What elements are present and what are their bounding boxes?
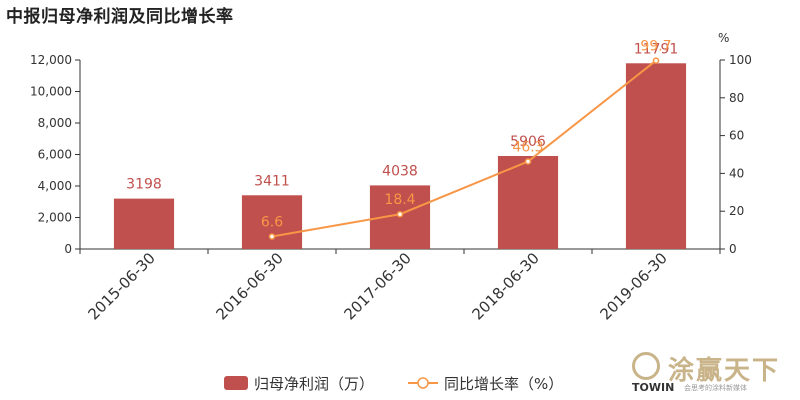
y-right-tick-label: 0: [729, 242, 737, 256]
y-left-tick-label: 10,000: [30, 85, 72, 99]
growth-data-label: 6.6: [261, 215, 283, 231]
bar: [625, 63, 687, 250]
growth-point: [396, 210, 404, 218]
bar: [241, 195, 303, 249]
growth-line: [271, 59, 657, 238]
bar-data-label: 5906: [510, 134, 546, 150]
watermark: 涂赢天下 TOWIN 会思考的涂料新媒体: [632, 350, 792, 396]
y-right-tick-label: 20: [729, 204, 744, 218]
legend-line-marker: [417, 377, 429, 389]
growth-data-label: 46.3: [512, 139, 543, 155]
x-tick-label: 2019-06-30: [596, 249, 670, 323]
watermark-sub: 会思考的涂料新媒体: [684, 384, 747, 392]
y-left-tick-label: 6,000: [38, 148, 72, 162]
bar-data-label: 3411: [254, 173, 290, 189]
bar-data-label: 11791: [634, 41, 679, 57]
y-right-tick-label: 60: [729, 129, 744, 143]
x-tick-label: 2018-06-30: [468, 249, 542, 323]
growth-point: [268, 233, 276, 240]
x-tick-label: 2017-06-30: [340, 249, 414, 323]
y-right-tick-label: 80: [729, 91, 744, 105]
watermark-en: TOWIN: [632, 381, 675, 394]
growth-data-label: 99.7: [640, 39, 671, 55]
growth-point: [524, 158, 532, 165]
y-right-tick-label: 40: [729, 166, 744, 180]
bar-data-label: 4038: [382, 163, 418, 179]
x-tick-label: 2015-06-30: [84, 249, 158, 323]
chart-title: 中报归母净利润及同比增长率: [6, 7, 234, 27]
y-right-tick-label: 100: [729, 53, 752, 67]
legend-line-label: 同比增长率（%）: [444, 375, 563, 393]
bar: [497, 155, 559, 249]
y-left-tick-label: 2,000: [38, 211, 72, 225]
legend-bar-label: 归母净利润（万）: [254, 375, 374, 393]
x-tick-label: 2016-06-30: [212, 249, 286, 323]
bar-data-label: 3198: [126, 177, 162, 193]
bar: [113, 198, 175, 249]
watermark-logo: [632, 352, 660, 380]
watermark-cn: 涂赢天下: [668, 356, 781, 386]
y-left-tick-label: 0: [64, 242, 72, 256]
y-right-unit-label: %: [718, 31, 729, 45]
y-left-tick-label: 8,000: [38, 116, 72, 130]
y-left-tick-label: 4,000: [38, 179, 72, 193]
growth-point: [652, 57, 660, 64]
legend-bar-swatch: [224, 376, 248, 390]
y-left-tick-label: 12,000: [30, 53, 72, 67]
growth-data-label: 18.4: [384, 192, 415, 208]
